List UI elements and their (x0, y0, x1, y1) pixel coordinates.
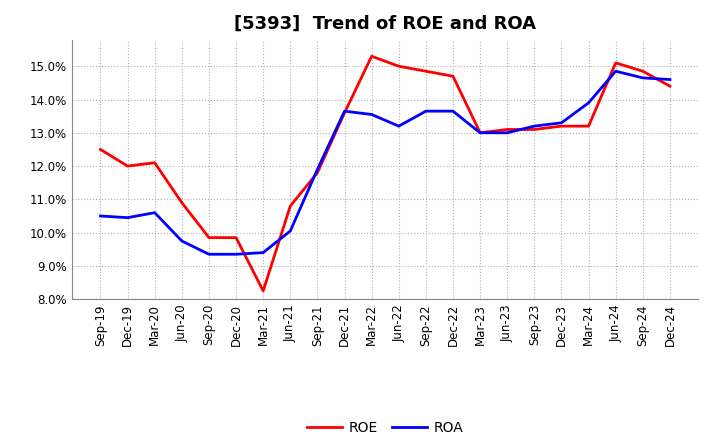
ROA (204, 252, 213, 257)
ROA (530, 124, 539, 129)
ROE (395, 64, 403, 69)
ROE (639, 69, 647, 74)
ROE (665, 84, 674, 89)
Line: ROA: ROA (101, 71, 670, 254)
ROE (232, 235, 240, 240)
ROA (639, 75, 647, 81)
ROE (123, 163, 132, 169)
ROE (584, 124, 593, 129)
ROA (611, 69, 620, 74)
ROA (395, 124, 403, 129)
ROE (150, 160, 159, 165)
ROA (123, 215, 132, 220)
ROA (557, 120, 566, 125)
ROA (503, 130, 511, 136)
Legend: ROE, ROA: ROE, ROA (302, 415, 469, 440)
ROE (313, 170, 322, 176)
Line: ROE: ROE (101, 56, 670, 291)
ROA (232, 252, 240, 257)
ROA (367, 112, 376, 117)
ROA (341, 109, 349, 114)
Title: [5393]  Trend of ROE and ROA: [5393] Trend of ROE and ROA (234, 15, 536, 33)
ROA (449, 109, 457, 114)
ROA (286, 228, 294, 234)
ROA (313, 167, 322, 172)
ROE (286, 203, 294, 209)
ROE (611, 60, 620, 66)
ROE (449, 73, 457, 79)
ROA (96, 213, 105, 219)
ROA (476, 130, 485, 136)
ROA (421, 109, 430, 114)
ROE (178, 200, 186, 205)
ROA (584, 100, 593, 106)
ROA (150, 210, 159, 215)
ROA (178, 238, 186, 244)
ROE (367, 54, 376, 59)
ROE (341, 110, 349, 115)
ROE (503, 127, 511, 132)
ROE (557, 124, 566, 129)
ROE (96, 147, 105, 152)
ROE (204, 235, 213, 240)
ROE (476, 130, 485, 136)
ROE (421, 69, 430, 74)
ROA (259, 250, 268, 255)
ROA (665, 77, 674, 82)
ROE (530, 127, 539, 132)
ROE (259, 288, 268, 293)
